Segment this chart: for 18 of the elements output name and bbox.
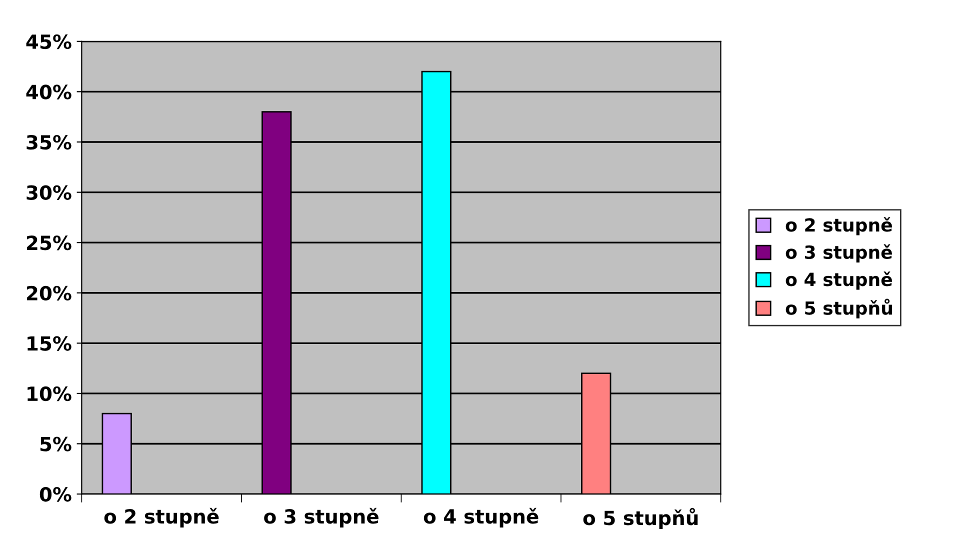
legend-label: o 4 stupně (786, 272, 892, 290)
legend-label: o 2 stupně (786, 217, 892, 236)
y-tick-label: 5% (40, 436, 72, 452)
legend-label: o 5 stupňů (786, 298, 892, 318)
y-tick-label: 0% (40, 486, 72, 502)
x-tick-label: o 3 stupně (264, 508, 378, 528)
y-tick-label: 10% (28, 386, 72, 402)
legend-label: o 3 stupně (786, 244, 892, 262)
y-tick-label: 25% (26, 236, 72, 250)
y-tick-label: 35% (26, 134, 72, 150)
x-tick-label: o 5 stupňů (583, 508, 698, 530)
y-tick-label: 15% (28, 336, 72, 351)
x-tick-label: o 4 stupně (424, 508, 538, 528)
y-tick-label: 20% (26, 286, 72, 301)
y-tick-label: 40% (26, 84, 72, 100)
y-tick-label: 45% (26, 34, 72, 50)
x-tick-label: o 2 stupně (104, 508, 219, 528)
y-tick-label: 30% (26, 185, 72, 200)
